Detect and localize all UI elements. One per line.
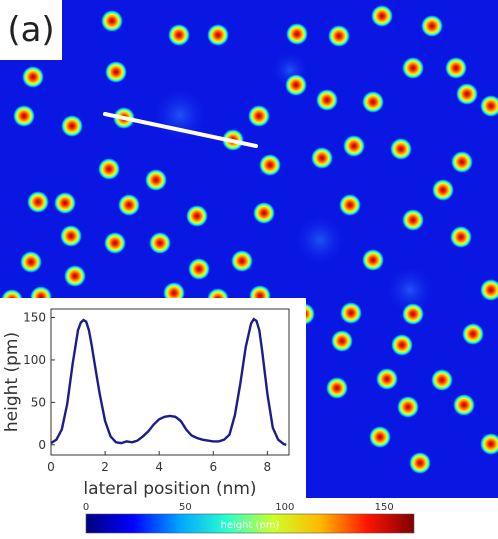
adatom-feature <box>343 135 365 157</box>
substrate-feature <box>384 264 436 316</box>
x-tick-label: 2 <box>101 460 109 474</box>
adatom-feature <box>22 66 44 88</box>
x-tick-label: 0 <box>47 460 55 474</box>
adatom-feature <box>188 258 210 280</box>
adatom-feature <box>104 232 126 254</box>
adatom-feature <box>369 426 391 448</box>
y-tick-label: 100 <box>23 353 46 367</box>
adatom-feature <box>118 194 140 216</box>
adatom-feature <box>456 83 478 105</box>
adatom-feature <box>480 95 498 117</box>
profile-inset: 0 2 4 6 8 0 50 100 150 lateral position (nm) he… <box>0 298 306 499</box>
colorbar-gradient <box>85 513 415 534</box>
adatom-feature <box>371 5 393 27</box>
colorbar: 0 50 100 150 height (pm) <box>0 498 498 535</box>
substrate-feature <box>150 85 210 145</box>
adatom-feature <box>285 74 307 96</box>
adatom-feature <box>331 330 353 352</box>
adatom-feature <box>397 396 419 418</box>
adatom-feature <box>339 194 361 216</box>
colorbar-tick-label: 100 <box>275 502 294 513</box>
colorbar-label: height (pm) <box>221 520 280 531</box>
x-axis-label: lateral position (nm) <box>83 479 256 498</box>
height-profile-chart: 0 2 4 6 8 0 50 100 150 lateral position (nm) he… <box>2 308 290 499</box>
adatom-feature <box>445 57 467 79</box>
adatom-feature <box>431 369 453 391</box>
adatom-feature <box>311 147 333 169</box>
adatom-feature <box>450 226 472 248</box>
adatom-feature <box>105 61 127 83</box>
adatom-feature <box>402 209 424 231</box>
adatom-feature <box>168 24 190 46</box>
y-axis-label: height (pm) <box>2 332 22 432</box>
adatom-feature <box>362 249 384 271</box>
adatom-feature <box>326 377 348 399</box>
panel-label: (a) <box>0 0 62 60</box>
x-tick-label: 8 <box>264 460 272 474</box>
adatom-feature <box>20 251 42 273</box>
adatom-feature <box>421 15 443 37</box>
adatom-feature <box>186 205 208 227</box>
adatom-feature <box>480 433 498 455</box>
adatom-feature <box>64 265 86 287</box>
adatom-feature <box>248 105 270 127</box>
adatom-feature <box>480 279 498 301</box>
adatom-feature <box>391 334 413 356</box>
adatom-feature <box>409 452 431 474</box>
y-tick-label: 150 <box>23 310 46 324</box>
adatom-feature <box>376 368 398 390</box>
adatom-feature <box>149 232 171 254</box>
adatom-feature <box>316 89 338 111</box>
plot-frame <box>50 308 290 456</box>
adatom-feature <box>453 394 475 416</box>
adatom-feature <box>362 91 384 113</box>
adatom-feature <box>27 191 49 213</box>
adatom-feature <box>340 302 362 324</box>
adatom-feature <box>145 169 167 191</box>
substrate-feature <box>292 212 348 268</box>
profile-line <box>103 112 258 148</box>
adatom-feature <box>101 10 123 32</box>
x-tick-label: 4 <box>155 460 163 474</box>
x-tick-label: 6 <box>209 460 217 474</box>
y-tick-label: 50 <box>31 395 46 409</box>
adatom-feature <box>259 154 281 176</box>
adatom-feature <box>462 323 484 345</box>
adatom-feature <box>207 24 229 46</box>
adatom-feature <box>231 250 253 272</box>
adatom-feature <box>402 57 424 79</box>
colorbar-tick-label: 150 <box>375 502 394 513</box>
adatom-feature <box>451 151 473 173</box>
colorbar-tick-label: 50 <box>179 502 192 513</box>
adatom-feature <box>13 105 35 127</box>
adatom-feature <box>54 192 76 214</box>
adatom-feature <box>60 225 82 247</box>
adatom-feature <box>98 158 120 180</box>
adatom-feature <box>286 23 308 45</box>
adatom-feature <box>432 179 454 201</box>
adatom-feature <box>390 138 412 160</box>
y-tick-label: 0 <box>38 438 46 452</box>
adatom-feature <box>328 25 350 47</box>
adatom-feature <box>402 303 424 325</box>
adatom-feature <box>61 115 83 137</box>
profile-series-line <box>50 317 287 446</box>
colorbar-tick-label: 0 <box>83 502 89 513</box>
adatom-feature <box>253 202 275 224</box>
